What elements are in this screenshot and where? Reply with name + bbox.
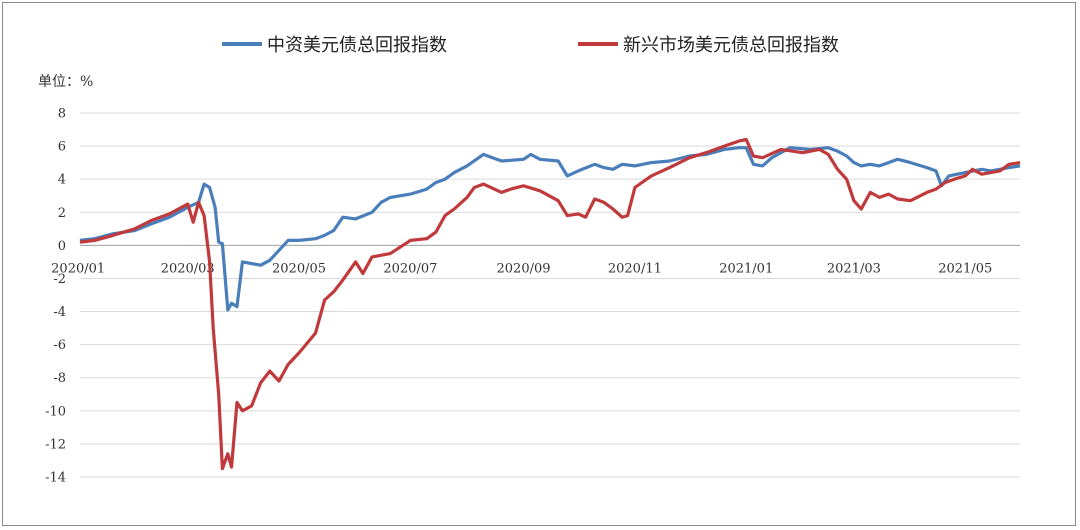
y-tick-label: -10 — [45, 404, 66, 419]
x-axis-ticks: 2020/01 2020/03 2020/05 2020/07 2020/09 2020/… — [51, 261, 992, 276]
y-tick-label: 0 — [58, 239, 66, 254]
y-tick-label: 2 — [58, 206, 66, 221]
y-tick-label: -8 — [53, 371, 66, 386]
y-tick-label: -6 — [53, 338, 66, 353]
y-tick-label: -14 — [45, 471, 66, 486]
y-tick-label: 8 — [58, 107, 66, 122]
gridlines — [80, 112, 1020, 478]
series-line-1 — [79, 146, 1021, 312]
x-tick-label: 2020/03 — [161, 261, 215, 276]
x-tick-label: 2021/01 — [719, 261, 773, 276]
x-tick-label: 2020/11 — [608, 261, 662, 276]
y-tick-label: -4 — [53, 305, 66, 320]
y-tick-label: -12 — [45, 437, 66, 452]
y-tick-label: -2 — [53, 272, 66, 287]
unit-label: 单位：% — [38, 74, 93, 90]
x-tick-label: 2020/09 — [497, 261, 551, 276]
legend-label-series-1: 中资美元债总回报指数 — [267, 35, 447, 56]
y-tick-label: 6 — [58, 140, 66, 155]
series-line-2 — [79, 137, 1021, 471]
x-tick-label: 2021/03 — [827, 261, 881, 276]
x-tick-label: 2020/05 — [272, 261, 326, 276]
series-lines — [79, 137, 1021, 471]
y-axis-ticks: 8 6 4 2 0 -2 -4 -6 -8 -10 -12 -14 — [45, 107, 66, 486]
x-tick-label: 2020/01 — [51, 261, 105, 276]
x-tick-label: 2021/05 — [938, 261, 992, 276]
y-tick-label: 4 — [58, 173, 66, 188]
x-tick-label: 2020/07 — [383, 261, 437, 276]
legend-label-series-2: 新兴市场美元债总回报指数 — [623, 35, 839, 56]
legend: 中资美元债总回报指数 新兴市场美元债总回报指数 — [222, 35, 839, 56]
